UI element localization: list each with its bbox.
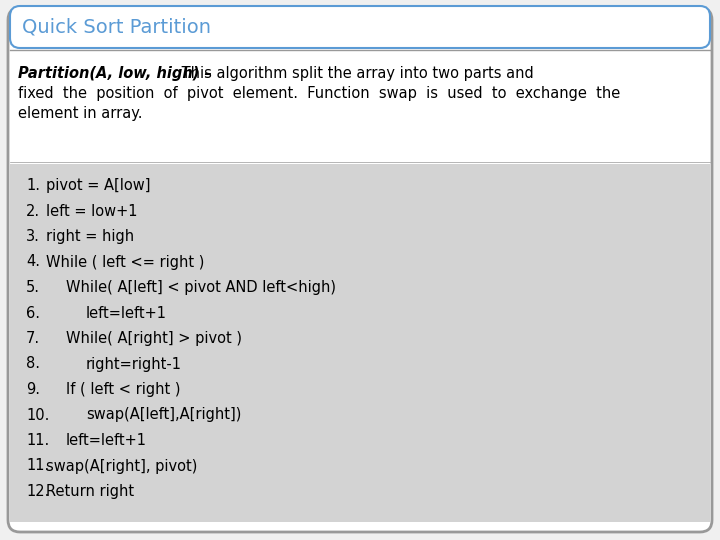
Text: right = high: right = high xyxy=(46,229,134,244)
Text: While ( left <= right ): While ( left <= right ) xyxy=(46,254,204,269)
Text: Quick Sort Partition: Quick Sort Partition xyxy=(22,17,211,37)
Text: element in array.: element in array. xyxy=(18,106,143,121)
Text: 6.: 6. xyxy=(26,306,40,321)
Text: 1.: 1. xyxy=(26,178,40,193)
Text: 12.: 12. xyxy=(26,484,50,499)
Text: left=left+1: left=left+1 xyxy=(66,433,147,448)
Text: Partition(A, low, high) –: Partition(A, low, high) – xyxy=(18,66,212,81)
Text: pivot = A[low]: pivot = A[low] xyxy=(46,178,150,193)
Text: Return right: Return right xyxy=(46,484,134,499)
Text: fixed  the  position  of  pivot  element.  Function  swap  is  used  to  exchang: fixed the position of pivot element. Fun… xyxy=(18,86,620,101)
Text: left = low+1: left = low+1 xyxy=(46,204,138,219)
FancyBboxPatch shape xyxy=(10,6,710,48)
Text: If ( left < right ): If ( left < right ) xyxy=(66,382,181,397)
Text: 2.: 2. xyxy=(26,204,40,219)
Text: swap(A[left],A[right]): swap(A[left],A[right]) xyxy=(86,408,241,422)
Text: 9.: 9. xyxy=(26,382,40,397)
Text: While( A[left] < pivot AND left<high): While( A[left] < pivot AND left<high) xyxy=(66,280,336,295)
FancyBboxPatch shape xyxy=(10,164,710,522)
FancyBboxPatch shape xyxy=(8,8,712,532)
Text: 10.: 10. xyxy=(26,408,50,422)
Text: While( A[right] > pivot ): While( A[right] > pivot ) xyxy=(66,331,242,346)
Text: 11.: 11. xyxy=(26,433,49,448)
Text: 4.: 4. xyxy=(26,254,40,269)
Text: 3.: 3. xyxy=(26,229,40,244)
Text: 8.: 8. xyxy=(26,356,40,372)
Text: 5.: 5. xyxy=(26,280,40,295)
Text: left=left+1: left=left+1 xyxy=(86,306,167,321)
Text: right=right-1: right=right-1 xyxy=(86,356,182,372)
Text: This algorithm split the array into two parts and: This algorithm split the array into two … xyxy=(177,66,534,81)
Text: swap(A[right], pivot): swap(A[right], pivot) xyxy=(46,458,197,474)
Text: 7.: 7. xyxy=(26,331,40,346)
FancyBboxPatch shape xyxy=(10,52,710,162)
Text: 11.: 11. xyxy=(26,458,49,474)
